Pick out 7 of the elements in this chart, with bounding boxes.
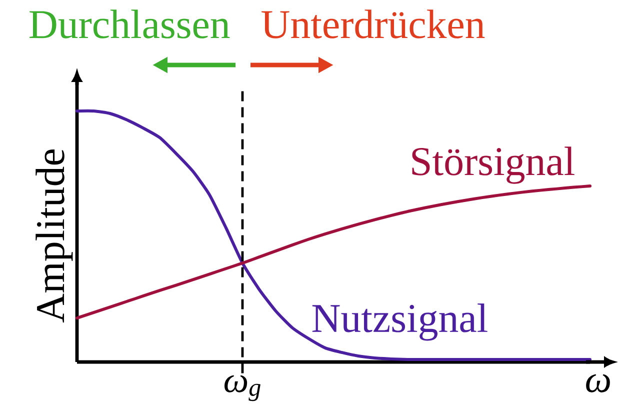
text: ω$_{g}$ — [224, 375, 260, 402]
x-axis-title: ω — [586, 374, 610, 392]
series-label: Störsignal — [412, 146, 574, 184]
text: Durchlassen — [30, 10, 230, 38]
text: Unterdrücken — [262, 10, 485, 38]
y-axis-title: Amplitude — [36, 150, 73, 322]
series-label: Nutzsignal — [312, 304, 488, 341]
